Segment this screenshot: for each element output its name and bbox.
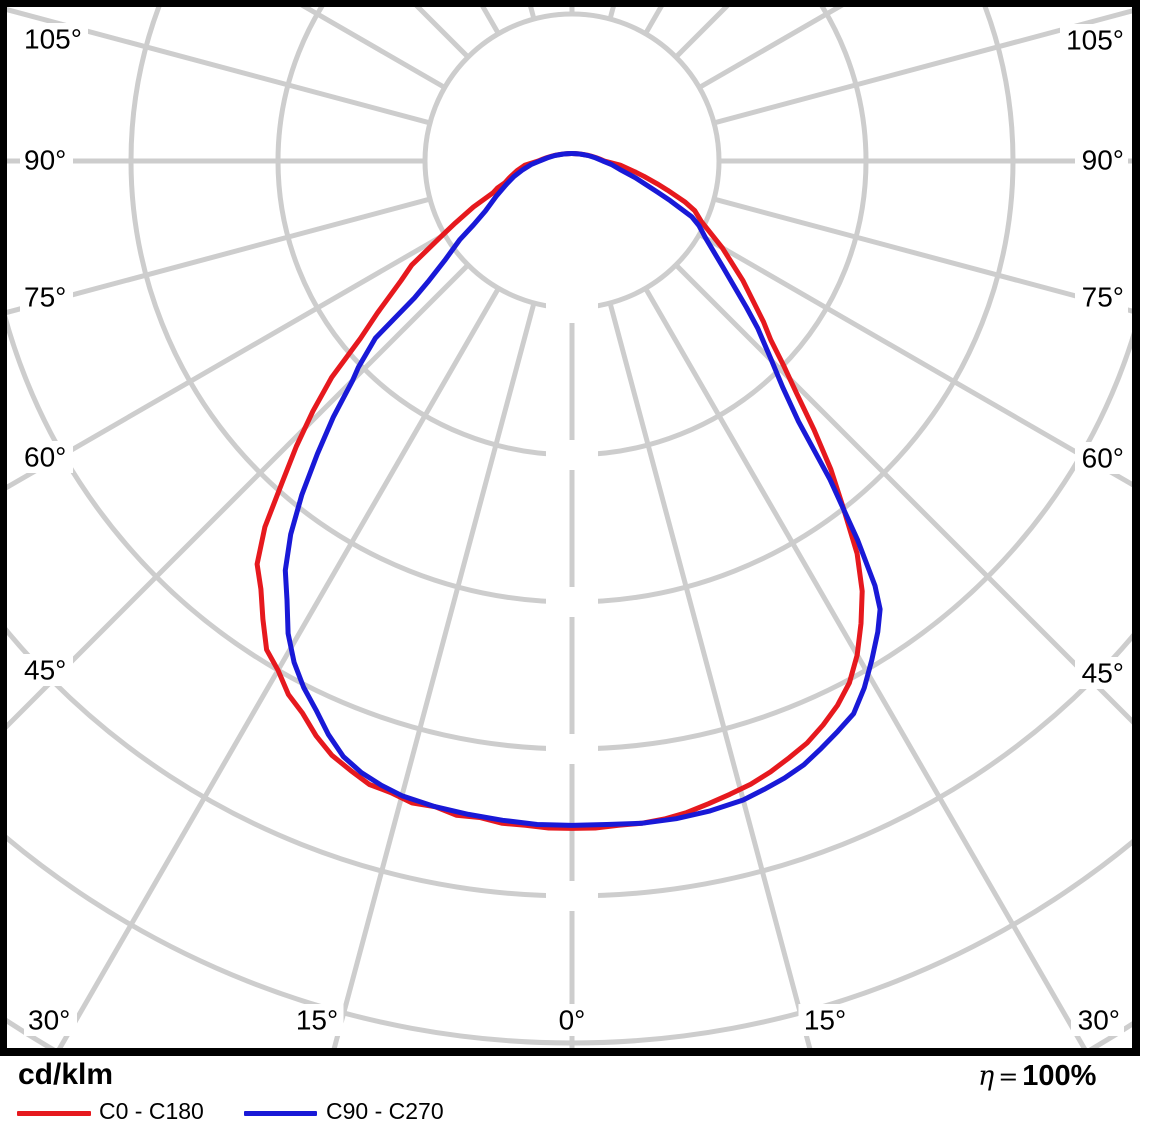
axis-value-box — [546, 440, 598, 470]
angle-label-bg — [24, 1004, 77, 1036]
angle-label: 0° — [559, 1005, 586, 1036]
angle-label-bg — [553, 1004, 591, 1036]
axis-value-box — [546, 293, 598, 323]
angle-label: 15° — [296, 1005, 338, 1036]
angle-label-bg — [20, 281, 73, 313]
angle-label-bg — [1075, 281, 1128, 313]
units-label: cd/klm — [18, 1058, 114, 1091]
angle-label-bg — [20, 654, 73, 686]
eta-equals: = — [998, 1063, 1019, 1091]
legend-label-c0-c180: C0 - C180 — [99, 1098, 204, 1124]
axis-value-box — [546, 734, 598, 764]
angle-label: 105° — [24, 24, 82, 55]
angle-label: 75° — [1082, 282, 1124, 313]
curve-c90-c270 — [282, 151, 883, 828]
grid-spoke — [331, 302, 537, 1048]
angle-label: 30° — [28, 1005, 70, 1036]
angle-label: 105° — [1066, 25, 1124, 56]
angle-label: 45° — [1082, 658, 1124, 689]
angle-label-bg — [1060, 24, 1128, 56]
grid-spoke — [607, 302, 813, 1048]
angle-label-bg — [1075, 442, 1128, 474]
angle-label: 90° — [1082, 145, 1124, 176]
grid-ring — [7, 7, 1133, 752]
angle-label-bg — [20, 23, 88, 55]
angle-label-bg — [20, 144, 73, 176]
grid-spoke — [57, 287, 501, 1048]
angle-label-bg — [20, 441, 73, 473]
eta-symbol: η — [978, 1061, 995, 1092]
angle-label-bg — [1075, 657, 1128, 689]
angle-label-bg — [798, 1004, 852, 1036]
angle-label-bg — [1071, 1004, 1124, 1036]
eta-value: 100% — [1022, 1060, 1097, 1092]
legend-swatch-c0-c180 — [17, 1111, 91, 1116]
grid-spoke — [7, 7, 431, 126]
grid-ring — [422, 11, 722, 311]
axis-value-box — [546, 587, 598, 617]
grid-spoke — [698, 232, 1133, 488]
grid-spoke — [713, 196, 1133, 314]
angle-label-bg — [1075, 144, 1128, 176]
angle-label-bg — [290, 1004, 344, 1036]
grid-spoke — [7, 196, 431, 315]
angle-label: 90° — [24, 145, 66, 176]
grid-spoke — [7, 232, 446, 491]
angle-label: 45° — [24, 655, 66, 686]
legend: C0 - C180 C90 - C270 — [0, 1098, 1164, 1130]
angle-label: 75° — [24, 282, 66, 313]
angle-label: 60° — [24, 442, 66, 473]
angle-label: 30° — [1078, 1005, 1120, 1036]
angle-label: 15° — [804, 1005, 846, 1036]
legend-swatch-c90-c270 — [244, 1111, 317, 1116]
curve-c0-c180 — [254, 151, 865, 831]
angle-label: 60° — [1082, 443, 1124, 474]
axis-value-box — [546, 881, 598, 911]
grid-spoke — [713, 8, 1133, 126]
plot-frame — [0, 0, 1140, 1056]
efficiency-readout: η = 100% — [978, 1060, 1096, 1093]
grid-spoke — [643, 287, 1087, 1048]
legend-label-c90-c270: C90 - C270 — [326, 1098, 444, 1124]
